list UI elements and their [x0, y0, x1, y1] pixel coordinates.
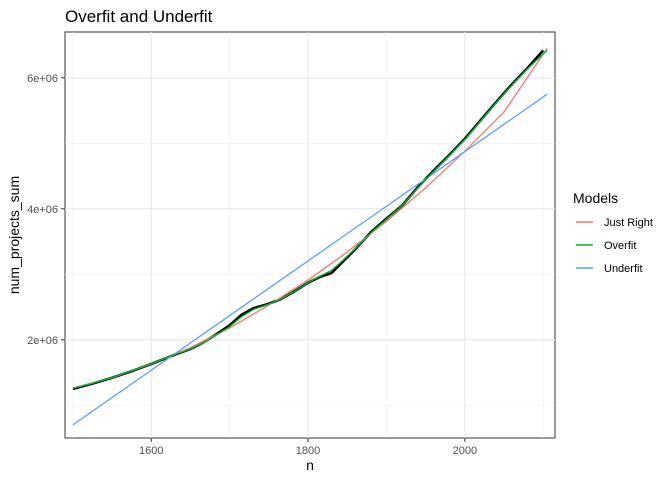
y-tick-label: 4e+06	[27, 204, 58, 216]
y-axis-title: num_projects_sum	[6, 176, 22, 294]
series-layer	[72, 48, 548, 426]
x-tick-label: 1800	[296, 445, 320, 457]
legend-label-overfit: Overfit	[604, 240, 636, 252]
x-axis: 1600 1800 2000	[139, 438, 477, 457]
x-axis-title: n	[306, 457, 314, 473]
y-axis: 2e+06 4e+06 6e+06	[27, 73, 65, 347]
y-tick-label: 6e+06	[27, 73, 58, 85]
x-tick-label: 2000	[453, 445, 477, 457]
series-line-overfit	[72, 49, 548, 389]
legend-label-underfit: Underfit	[604, 263, 643, 275]
legend-title: Models	[573, 190, 618, 206]
chart-title: Overfit and Underfit	[65, 7, 213, 26]
legend-label-just-right: Just Right	[604, 217, 653, 229]
legend: Models Just Right Overfit Underfit	[573, 190, 653, 275]
y-tick-label: 2e+06	[27, 335, 58, 347]
grid	[65, 32, 555, 438]
series-line-underfit	[72, 93, 548, 426]
plot-panel	[64, 31, 556, 439]
x-tick-label: 1600	[139, 445, 163, 457]
